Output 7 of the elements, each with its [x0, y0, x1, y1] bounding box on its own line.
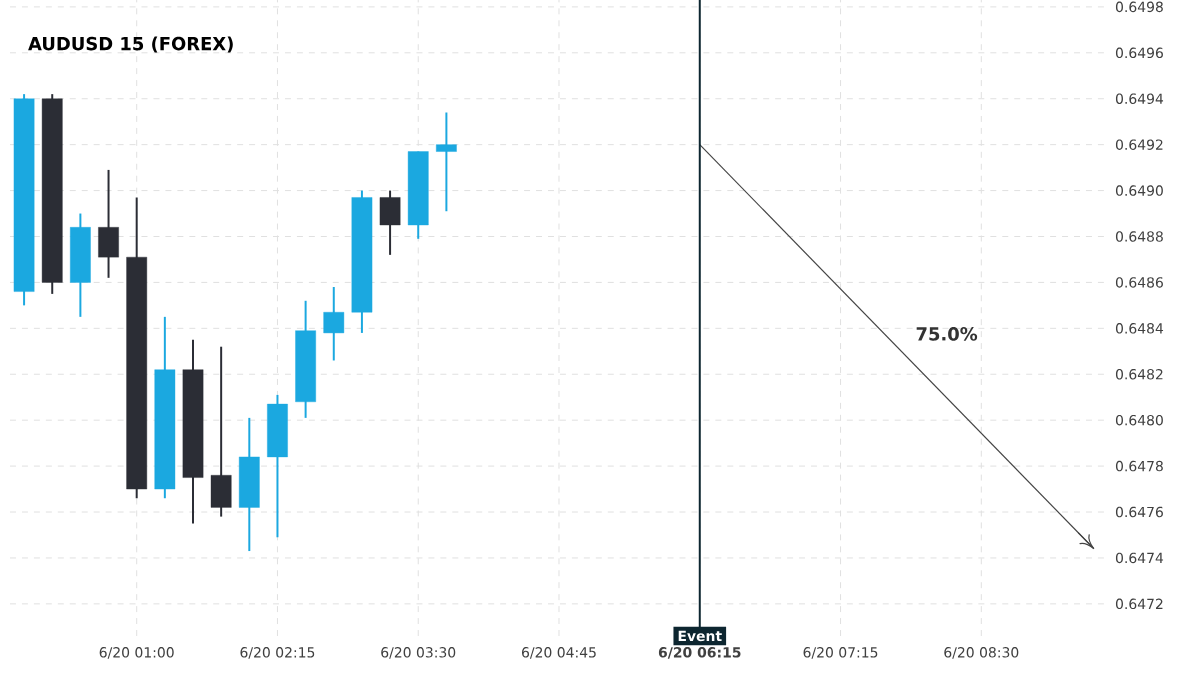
annotation: 75.0% — [916, 327, 978, 341]
candlestick — [323, 286, 345, 362]
candlestick — [379, 189, 401, 256]
text: AUDUSD 15 (FOREX) — [28, 36, 233, 53]
candlestick — [210, 345, 232, 518]
candlestick — [436, 111, 457, 213]
candlestick — [98, 168, 119, 279]
